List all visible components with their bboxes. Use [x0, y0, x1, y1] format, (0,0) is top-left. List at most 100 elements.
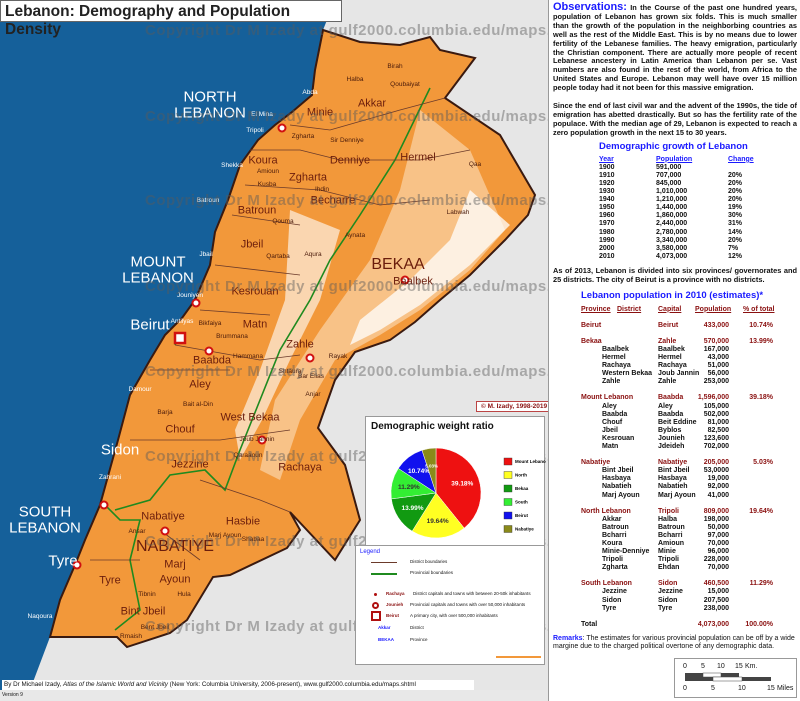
- density-scale: [496, 656, 541, 658]
- growth-row-cell: 845,000: [656, 179, 682, 187]
- map-label-sea-regions: NORTH: [183, 88, 237, 106]
- pie-legend-label: Bekaa: [515, 486, 529, 491]
- district-cell: 53,0000: [703, 467, 729, 475]
- growth-row-cell: 20%: [728, 236, 743, 244]
- population-header-cell: Population: [695, 305, 732, 313]
- population-header-cell: Province: [581, 305, 611, 313]
- district-cell: Hasbaya: [602, 475, 631, 483]
- district-cell: 92,000: [707, 483, 729, 491]
- growth-row-cell: 2,440,000: [656, 220, 688, 228]
- district-cell: 81,000: [707, 418, 729, 426]
- pie-slice-nabatiye: [421, 447, 437, 494]
- district-cell: Bcharri: [602, 531, 627, 539]
- map-label-towns: Bar Elias: [297, 372, 325, 380]
- observations-text: In the Course of the past one hundred ye…: [553, 3, 797, 93]
- growth-row: 1930 1,010,000 20%: [549, 188, 800, 196]
- map-label-towns: Kusba: [257, 180, 277, 188]
- map-label-sea-regions: Tyre: [48, 552, 78, 570]
- remarks-heading: Remarks: [553, 634, 583, 642]
- provincial-capital-marker: [191, 298, 201, 308]
- district-row: Jezzine Jezzine 15,000: [549, 588, 800, 596]
- province-pct: 13.99%: [749, 337, 773, 345]
- district-cell: Tyre: [602, 604, 617, 612]
- map-label-towns: Sir Denniye: [330, 136, 364, 144]
- district-cell: Zahle: [602, 378, 621, 386]
- map-label-coastal-towns: Damour: [128, 385, 152, 393]
- map-label-districts: Denniye: [329, 154, 371, 167]
- district-row: Nabatieh Nabatieh 92,000: [549, 483, 800, 491]
- map-label-coastal-towns: Jbail: [199, 250, 213, 258]
- observations: Observations: In the Course of the past …: [553, 2, 797, 93]
- sea: [0, 0, 335, 690]
- district-cell: 238,000: [703, 604, 729, 612]
- growth-row-cell: 1920: [599, 179, 615, 187]
- provincial-capital-marker: [400, 275, 410, 285]
- district-cell: Jounieh: [658, 434, 685, 442]
- map-label-towns: Bikfaiya: [198, 319, 222, 327]
- map-label-districts: Ayoun: [159, 573, 191, 586]
- district-cell: 198,000: [703, 515, 729, 523]
- map-label-districts: Bint Jbeil: [120, 605, 166, 618]
- growth-row-cell: 14%: [728, 228, 743, 236]
- district-row: Matn Jdeideh 702,000: [549, 443, 800, 451]
- district-boundaries: [90, 97, 471, 561]
- pie-legend-label: Mount Lebanon: [515, 459, 546, 464]
- growth-row-cell: 12%: [728, 252, 743, 260]
- growth-row-cell: 1,010,000: [656, 188, 688, 196]
- district-cell: 70,000: [707, 539, 729, 547]
- growth-row-cell: 20%: [728, 171, 743, 179]
- map-label-districts: Koura: [248, 154, 278, 167]
- district-row: Rachaya Rachaya 51,000: [549, 362, 800, 370]
- province-name: Beirut: [581, 321, 602, 329]
- growth-row-cell: 1990: [599, 236, 615, 244]
- map-label-districts: Akkar: [357, 97, 387, 110]
- province-capital: Baabda: [658, 394, 684, 402]
- district-cell: 50,000: [707, 523, 729, 531]
- row-gap: [549, 500, 800, 508]
- growth-row: 2010 4,073,000 12%: [549, 253, 800, 261]
- growth-title: Demographic growth of Lebanon: [599, 140, 748, 152]
- growth-row-cell: 30%: [728, 212, 743, 220]
- copyright-notice: © M. Izady, 1998-2019: [476, 401, 553, 412]
- map-title: Lebanon: Demography and Population Densi…: [0, 0, 342, 38]
- pie-slice-label: 10.74%: [408, 468, 430, 475]
- map-label-towns: Shtaura: [278, 367, 302, 375]
- province-capital: Tripoli: [658, 507, 679, 515]
- district-cell: Baalbek: [602, 346, 629, 353]
- district-cell: Aley: [658, 402, 673, 410]
- district-cell: Baabda: [658, 410, 684, 418]
- population-header-cell: Capital: [658, 305, 682, 313]
- district-row: Batroun Batroun 50,000: [549, 524, 800, 532]
- row-gap: [549, 330, 800, 338]
- district-row: Jbeil Byblos 82,500: [549, 427, 800, 435]
- map-label-sea-regions: MOUNT: [130, 253, 186, 271]
- district-cell: Kesrouan: [602, 434, 635, 442]
- map-label-towns: Amioun: [256, 167, 280, 175]
- district-cell: 167,000: [703, 346, 729, 353]
- map-label-coastal-towns: Naqoura: [27, 612, 53, 620]
- growth-row-cell: 1950: [599, 204, 615, 212]
- provincial-capital-icon: [372, 602, 379, 609]
- district-cell: Tyre: [658, 604, 673, 612]
- credit-line: By Dr Michael Izady, Atlas of the Islami…: [2, 680, 474, 690]
- district-row: Zahle Zahle 253,000: [549, 378, 800, 386]
- map-label-towns: Joub Jannin: [239, 435, 275, 443]
- district-cell: Bcharri: [658, 531, 683, 539]
- map-label-districts: Rachaya: [278, 461, 322, 474]
- map-label-coastal-towns: Jouniyeh: [176, 291, 204, 299]
- growth-row-cell: 20%: [728, 179, 743, 187]
- growth-row: 1970 2,440,000 31%: [549, 220, 800, 228]
- growth-row-cell: 19%: [728, 204, 743, 212]
- map-label-districts: Zgharta: [289, 171, 327, 184]
- growth-header-cell: Change: [728, 155, 754, 163]
- district-cell: Hasbaya: [658, 475, 687, 483]
- pie-legend-label: North: [515, 473, 527, 478]
- growth-row-cell: 3,580,000: [656, 244, 688, 252]
- district-cell: 51,000: [707, 362, 729, 370]
- map-label-districts: Jezzine: [171, 458, 209, 471]
- map-label-coastal-towns: Tripoli: [246, 126, 264, 134]
- district-cell: 228,000: [703, 556, 729, 564]
- bekaa-light-zone: [260, 110, 505, 480]
- credit-source: (New York: Columbia University, 2006-pre…: [167, 681, 416, 688]
- growth-row-cell: 1,440,000: [656, 204, 688, 212]
